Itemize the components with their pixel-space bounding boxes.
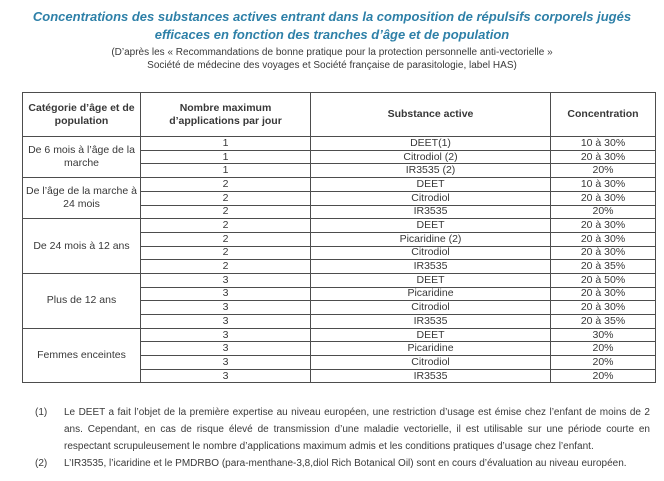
substance-cell: Citrodiol (2) — [310, 149, 551, 165]
applications-cell: 3 — [140, 286, 311, 302]
table-row: 3 Citrodiol 20% — [23, 355, 656, 370]
footnote-1: (1) Le DEET a fait l’objet de la premièr… — [35, 404, 650, 455]
table-row: De l’âge de la marche à 24 mois 2 DEET 10 à… — [22, 177, 656, 220]
applications-cell: 3 — [140, 341, 311, 357]
concentration-cell: 20 à 30% — [550, 149, 656, 165]
substance-cell: IR3535 — [310, 259, 551, 274]
table-body: De 6 mois à l’âge de la marche 1 DEET(1) 10… — [22, 136, 656, 384]
substance-cell: DEET — [310, 177, 551, 192]
table-row: Femmes enceintes 3 DEET 30% — [22, 327, 656, 384]
concentration-cell: 20 à 30% — [550, 190, 656, 206]
header-substance: Substance active — [310, 92, 551, 138]
substance-cell: DEET — [310, 218, 551, 233]
table-row: Plus de 12 ans 3 DEET 20 à 50% — [22, 272, 656, 329]
table-row: 3 Picaridine 20 à 30% — [23, 286, 656, 302]
substance-cell: DEET(1) — [310, 136, 551, 151]
applications-cell: 1 — [140, 149, 311, 165]
substance-cell: Citrodiol — [310, 300, 551, 316]
applications-cell: 2 — [140, 204, 311, 220]
page-title-line2: efficaces en fonction des tranches d’âge… — [154, 26, 510, 42]
substance-cell: IR3535 — [310, 204, 551, 220]
concentration-cell: 20 à 50% — [550, 272, 656, 288]
substance-cell: Picaridine — [310, 341, 551, 357]
page-container: Concentrations des substances actives en… — [0, 8, 664, 481]
applications-cell: 3 — [140, 314, 311, 329]
substance-cell: DEET — [310, 272, 551, 288]
concentration-cell: 20% — [550, 163, 656, 179]
substance-cell: Citrodiol — [310, 245, 551, 261]
table-row: 1 Citrodiol (2) 20 à 30% — [23, 149, 656, 165]
applications-cell: 3 — [140, 327, 311, 343]
footnotes: (1) Le DEET a fait l’objet de la premièr… — [35, 404, 650, 472]
applications-cell: 2 — [140, 231, 311, 247]
header-applications-per-day: Nombre maximum d’applications par jour — [140, 92, 311, 138]
substance-cell: DEET — [310, 327, 551, 343]
concentration-cell: 20 à 30% — [550, 286, 656, 302]
substance-cell: IR3535 — [310, 368, 551, 384]
applications-cell: 2 — [140, 190, 311, 206]
table-row: 2 Citrodiol 20 à 30% — [23, 245, 656, 261]
table-header-row: Catégorie d’âge et de population Nombre … — [22, 92, 656, 138]
page-subtitle-line2: Société de médecine des voyages et Socié… — [147, 60, 517, 72]
applications-cell: 3 — [140, 368, 311, 384]
table-row: De 6 mois à l’âge de la marche 1 DEET(1) 10… — [22, 136, 656, 179]
table-row: 3 IR3535 20 à 35% — [23, 314, 656, 329]
table-row: 2 Citrodiol 20 à 30% — [23, 190, 656, 206]
page-subtitle-line1: (D’après les « Recommandations de bonne … — [111, 47, 553, 59]
applications-cell: 2 — [140, 177, 311, 192]
concentration-cell: 10 à 30% — [550, 136, 656, 151]
concentrations-table: Catégorie d’âge et de population Nombre … — [22, 92, 656, 384]
table-row: 3 Picaridine 20% — [23, 341, 656, 357]
concentration-cell: 10 à 30% — [550, 177, 656, 192]
concentration-cell: 20 à 35% — [550, 314, 656, 329]
category-cell: De 6 mois à l’âge de la marche — [22, 136, 141, 179]
applications-cell: 1 — [140, 163, 311, 179]
table-row: 3 IR3535 20% — [23, 368, 656, 384]
concentration-cell: 20% — [550, 368, 656, 384]
concentration-cell: 20 à 30% — [550, 300, 656, 316]
footnote-2: (2) L’IR3535, l’icaridine et le PMDRBO (… — [35, 455, 650, 472]
category-cell: Plus de 12 ans — [22, 272, 141, 329]
concentration-cell: 20 à 30% — [550, 245, 656, 261]
footnote-1-text: Le DEET a fait l’objet de la première ex… — [64, 407, 650, 453]
concentration-cell: 30% — [550, 327, 656, 343]
page-title: Concentrations des substances actives en… — [0, 8, 664, 43]
table-row: 2 IR3535 20% — [23, 204, 656, 220]
concentration-cell: 20% — [550, 355, 656, 370]
applications-cell: 3 — [140, 272, 311, 288]
header-category: Catégorie d’âge et de population — [22, 92, 141, 138]
applications-cell: 1 — [140, 136, 311, 151]
concentration-cell: 20 à 35% — [550, 259, 656, 274]
concentration-cell: 20 à 30% — [550, 231, 656, 247]
substance-cell: IR3535 — [310, 314, 551, 329]
document-page: { "colors": { "title": "#2e80a8", "text"… — [0, 8, 664, 481]
concentration-cell: 20 à 30% — [550, 218, 656, 233]
applications-cell: 3 — [140, 300, 311, 316]
substance-cell: IR3535 (2) — [310, 163, 551, 179]
footnote-1-marker: (1) — [35, 407, 48, 419]
applications-cell: 2 — [140, 245, 311, 261]
applications-cell: 2 — [140, 259, 311, 274]
applications-cell: 2 — [140, 218, 311, 233]
substance-cell: Citrodiol — [310, 355, 551, 370]
table-row: De 24 mois à 12 ans 2 DEET 20 à 30% — [22, 218, 656, 274]
category-cell: Femmes enceintes — [22, 327, 141, 384]
concentration-cell: 20% — [550, 204, 656, 220]
substance-cell: Picaridine (2) — [310, 231, 551, 247]
header-concentration: Concentration — [550, 92, 656, 138]
category-cell: De l’âge de la marche à 24 mois — [22, 177, 141, 220]
substance-cell: Picaridine — [310, 286, 551, 302]
page-title-line1: Concentrations des substances actives en… — [32, 9, 632, 24]
page-subtitle: (D’après les « Recommandations de bonne … — [0, 46, 664, 72]
concentration-cell: 20% — [550, 341, 656, 357]
footnote-2-marker: (2) — [35, 458, 48, 470]
applications-cell: 3 — [140, 355, 311, 370]
footnote-2-text: L’IR3535, l’icaridine et le PMDRBO (para… — [64, 458, 627, 470]
substance-cell: Citrodiol — [310, 190, 551, 206]
category-cell: De 24 mois à 12 ans — [22, 218, 141, 274]
